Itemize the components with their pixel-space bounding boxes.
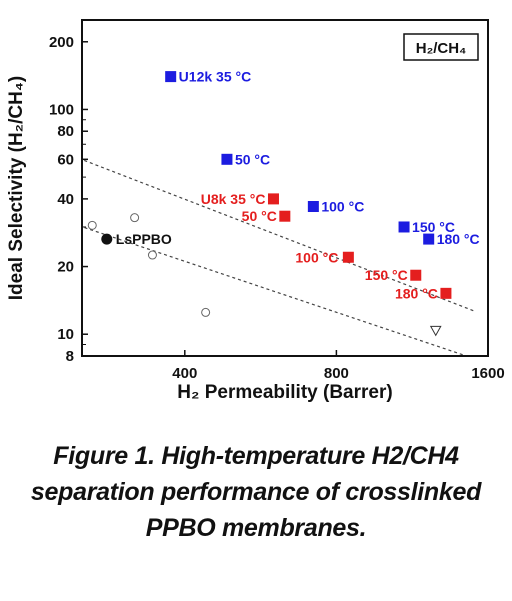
y-tick-label: 40 <box>57 191 74 208</box>
point-label: 100 °C <box>295 249 338 265</box>
black-circle-point <box>101 233 113 245</box>
y-tick-label: 8 <box>66 348 74 365</box>
plot-frame <box>81 19 489 357</box>
y-tick-label: 20 <box>57 259 74 276</box>
x-tick-label: 1600 <box>471 365 504 382</box>
legend-label: H₂/CH₄ <box>416 40 466 57</box>
y-tick-label: 80 <box>57 123 74 140</box>
blue-square-point <box>165 71 177 83</box>
open-triangle-point <box>429 325 442 337</box>
blue-square-point <box>221 153 233 165</box>
point-label: 100 °C <box>321 199 364 215</box>
red-square-point <box>342 251 354 263</box>
blue-square-point <box>307 201 319 213</box>
point-label: 150 °C <box>365 267 408 283</box>
data-points <box>87 71 452 337</box>
point-label: U8k 35 °C <box>201 191 266 207</box>
blue-square-point <box>398 221 410 233</box>
red-square-point <box>279 210 291 222</box>
point-label: 180 °C <box>437 231 480 247</box>
y-tick-label: 100 <box>49 101 74 118</box>
x-tick-label: 400 <box>172 365 197 382</box>
figure-caption: Figure 1. High-temperature H2/CH4 separa… <box>0 438 512 546</box>
open-circle-point <box>130 213 140 223</box>
point-label: 50 °C <box>235 151 270 167</box>
x-tick-label: 800 <box>324 365 349 382</box>
caption-line-2: separation performance of crosslinked <box>30 478 482 506</box>
open-circle-point <box>201 307 211 317</box>
red-square-point <box>410 269 422 281</box>
legend-box: H₂/CH₄ <box>403 33 479 61</box>
open-circle-point <box>87 220 97 230</box>
red-square-point <box>267 193 279 205</box>
point-label: 50 °C <box>242 208 277 224</box>
y-tick-label: 10 <box>57 326 74 343</box>
point-label: 150 °C <box>412 219 455 235</box>
open-circle-point <box>147 250 157 260</box>
caption-line-3: PPBO membranes. <box>145 514 367 542</box>
red-square-point <box>440 287 452 299</box>
x-axis-title: H₂ Permeability (Barrer) <box>177 382 392 403</box>
point-label: LsPPBO <box>116 231 172 247</box>
y-axis-title: Ideal Selectivity (H₂/CH₄) <box>6 76 27 300</box>
point-label: U12k 35 °C <box>179 69 252 85</box>
y-tick-label: 200 <box>49 34 74 51</box>
y-tick-label: 60 <box>57 151 74 168</box>
upper-bound-lines <box>82 158 475 356</box>
blue-square-point <box>423 233 435 245</box>
point-label: 180 °C <box>395 285 438 301</box>
caption-line-1: Figure 1. High-temperature H2/CH4 <box>53 442 459 470</box>
